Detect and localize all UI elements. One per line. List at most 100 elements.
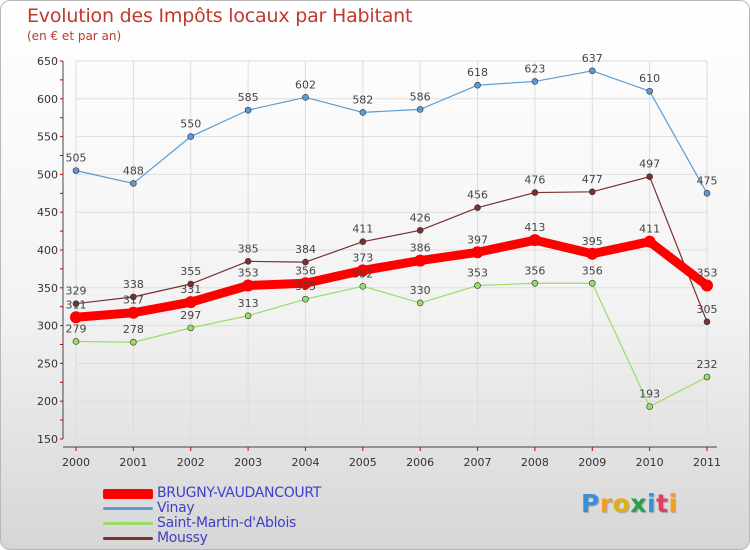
legend-swatch bbox=[103, 537, 153, 540]
data-point-moussy bbox=[187, 280, 195, 288]
data-point-saint-martin-d-ablois bbox=[302, 295, 309, 303]
logo-letter: P bbox=[581, 489, 600, 518]
data-label-moussy: 456 bbox=[467, 189, 488, 202]
data-label-brugny-vaudancourt: 356 bbox=[295, 264, 316, 277]
y-tick-label: 150 bbox=[37, 433, 58, 446]
data-point-vinay bbox=[474, 81, 481, 89]
logo-letter: o bbox=[612, 489, 631, 518]
data-label-vinay: 623 bbox=[524, 62, 545, 75]
data-point-brugny-vaudancourt bbox=[414, 254, 427, 267]
logo-letter: r bbox=[599, 489, 613, 518]
data-label-brugny-vaudancourt: 353 bbox=[238, 267, 259, 280]
x-tick-label: 2000 bbox=[62, 456, 90, 469]
data-point-saint-martin-d-ablois bbox=[416, 299, 424, 307]
data-label-saint-martin-d-ablois: 356 bbox=[524, 264, 545, 277]
data-label-moussy: 355 bbox=[180, 265, 201, 278]
data-point-saint-martin-d-ablois bbox=[244, 312, 252, 320]
y-tick-label: 650 bbox=[37, 55, 58, 68]
data-label-saint-martin-d-ablois: 278 bbox=[123, 323, 144, 336]
logo-letter: i bbox=[668, 489, 678, 518]
y-tick-label: 300 bbox=[37, 320, 58, 333]
data-label-moussy: 477 bbox=[582, 173, 603, 186]
series-line-vinay bbox=[75, 70, 708, 194]
data-point-saint-martin-d-ablois bbox=[72, 338, 80, 345]
data-point-brugny-vaudancourt bbox=[127, 306, 140, 319]
data-point-vinay bbox=[359, 109, 367, 116]
data-point-saint-martin-d-ablois bbox=[703, 373, 711, 381]
legend-item: BRUGNY-VAUDANCOURT bbox=[103, 486, 321, 501]
data-point-brugny-vaudancourt bbox=[528, 234, 541, 247]
data-point-vinay bbox=[187, 133, 195, 140]
data-point-saint-martin-d-ablois bbox=[130, 338, 137, 346]
data-label-brugny-vaudancourt: 386 bbox=[410, 242, 431, 255]
data-label-brugny-vaudancourt: 395 bbox=[582, 235, 603, 248]
data-point-moussy bbox=[474, 204, 481, 211]
y-tick-label: 350 bbox=[37, 282, 58, 295]
data-label-brugny-vaudancourt: 397 bbox=[467, 233, 488, 246]
data-point-moussy bbox=[130, 293, 137, 301]
logo-letter: t bbox=[656, 489, 669, 518]
data-label-moussy: 385 bbox=[238, 242, 259, 255]
data-label-brugny-vaudancourt: 317 bbox=[123, 294, 144, 307]
data-point-brugny-vaudancourt bbox=[184, 296, 197, 309]
data-point-moussy bbox=[531, 189, 539, 196]
legend-swatch bbox=[103, 488, 153, 499]
series-line-saint-martin-d-ablois bbox=[75, 282, 708, 408]
data-point-moussy bbox=[302, 258, 309, 266]
data-point-moussy bbox=[359, 238, 367, 245]
data-point-brugny-vaudancourt bbox=[299, 277, 312, 290]
series-line-moussy bbox=[75, 176, 708, 323]
data-label-moussy: 305 bbox=[697, 303, 718, 316]
data-label-brugny-vaudancourt: 311 bbox=[66, 298, 87, 311]
data-point-brugny-vaudancourt bbox=[471, 246, 484, 259]
data-point-brugny-vaudancourt bbox=[242, 279, 255, 292]
data-label-vinay: 602 bbox=[295, 78, 316, 91]
legend-label: Vinay bbox=[157, 500, 195, 516]
data-label-brugny-vaudancourt: 411 bbox=[639, 223, 660, 236]
legend-item: Vinay bbox=[103, 501, 321, 516]
data-label-moussy: 338 bbox=[123, 278, 144, 291]
data-label-moussy: 476 bbox=[524, 174, 545, 187]
chart-title: Evolution des Impôts locaux par Habitant bbox=[27, 5, 413, 27]
data-point-saint-martin-d-ablois bbox=[187, 324, 195, 332]
y-tick-label: 250 bbox=[37, 357, 58, 370]
x-tick-label: 2009 bbox=[578, 456, 606, 469]
data-label-vinay: 610 bbox=[639, 72, 660, 85]
data-label-moussy: 329 bbox=[66, 285, 87, 298]
data-label-vinay: 618 bbox=[467, 66, 488, 79]
data-label-brugny-vaudancourt: 331 bbox=[180, 283, 201, 296]
data-label-vinay: 505 bbox=[66, 152, 87, 165]
data-point-saint-martin-d-ablois bbox=[531, 279, 539, 287]
x-tick-label: 2004 bbox=[291, 456, 319, 469]
data-point-moussy bbox=[244, 258, 252, 265]
chart-legend: BRUGNY-VAUDANCOURT Vinay Saint-Martin-d'Ab… bbox=[103, 486, 321, 546]
y-tick-label: 550 bbox=[37, 131, 58, 144]
y-tick-label: 200 bbox=[37, 395, 58, 408]
data-label-saint-martin-d-ablois: 313 bbox=[238, 297, 259, 310]
data-point-vinay bbox=[130, 180, 137, 187]
data-point-brugny-vaudancourt bbox=[356, 264, 369, 277]
legend-swatch bbox=[103, 507, 153, 510]
data-point-vinay bbox=[588, 67, 596, 75]
data-label-vinay: 637 bbox=[582, 52, 603, 65]
data-label-brugny-vaudancourt: 413 bbox=[524, 221, 545, 234]
proxiti-logo: Proxiti bbox=[581, 489, 678, 518]
data-point-saint-martin-d-ablois bbox=[474, 282, 481, 289]
x-tick-label: 2008 bbox=[521, 456, 549, 469]
data-point-brugny-vaudancourt bbox=[586, 247, 599, 260]
data-point-vinay bbox=[531, 78, 539, 85]
data-point-vinay bbox=[646, 87, 653, 95]
data-label-saint-martin-d-ablois: 279 bbox=[66, 322, 87, 335]
data-point-moussy bbox=[416, 227, 424, 234]
legend-label: Moussy bbox=[157, 530, 208, 546]
data-label-saint-martin-d-ablois: 232 bbox=[697, 358, 718, 371]
data-label-brugny-vaudancourt: 373 bbox=[352, 251, 373, 264]
data-label-saint-martin-d-ablois: 297 bbox=[180, 309, 201, 322]
data-point-saint-martin-d-ablois bbox=[588, 279, 596, 287]
legend-item: Moussy bbox=[103, 531, 321, 546]
legend-swatch bbox=[103, 522, 153, 525]
y-tick-label: 600 bbox=[37, 93, 58, 106]
data-point-moussy bbox=[703, 318, 711, 326]
